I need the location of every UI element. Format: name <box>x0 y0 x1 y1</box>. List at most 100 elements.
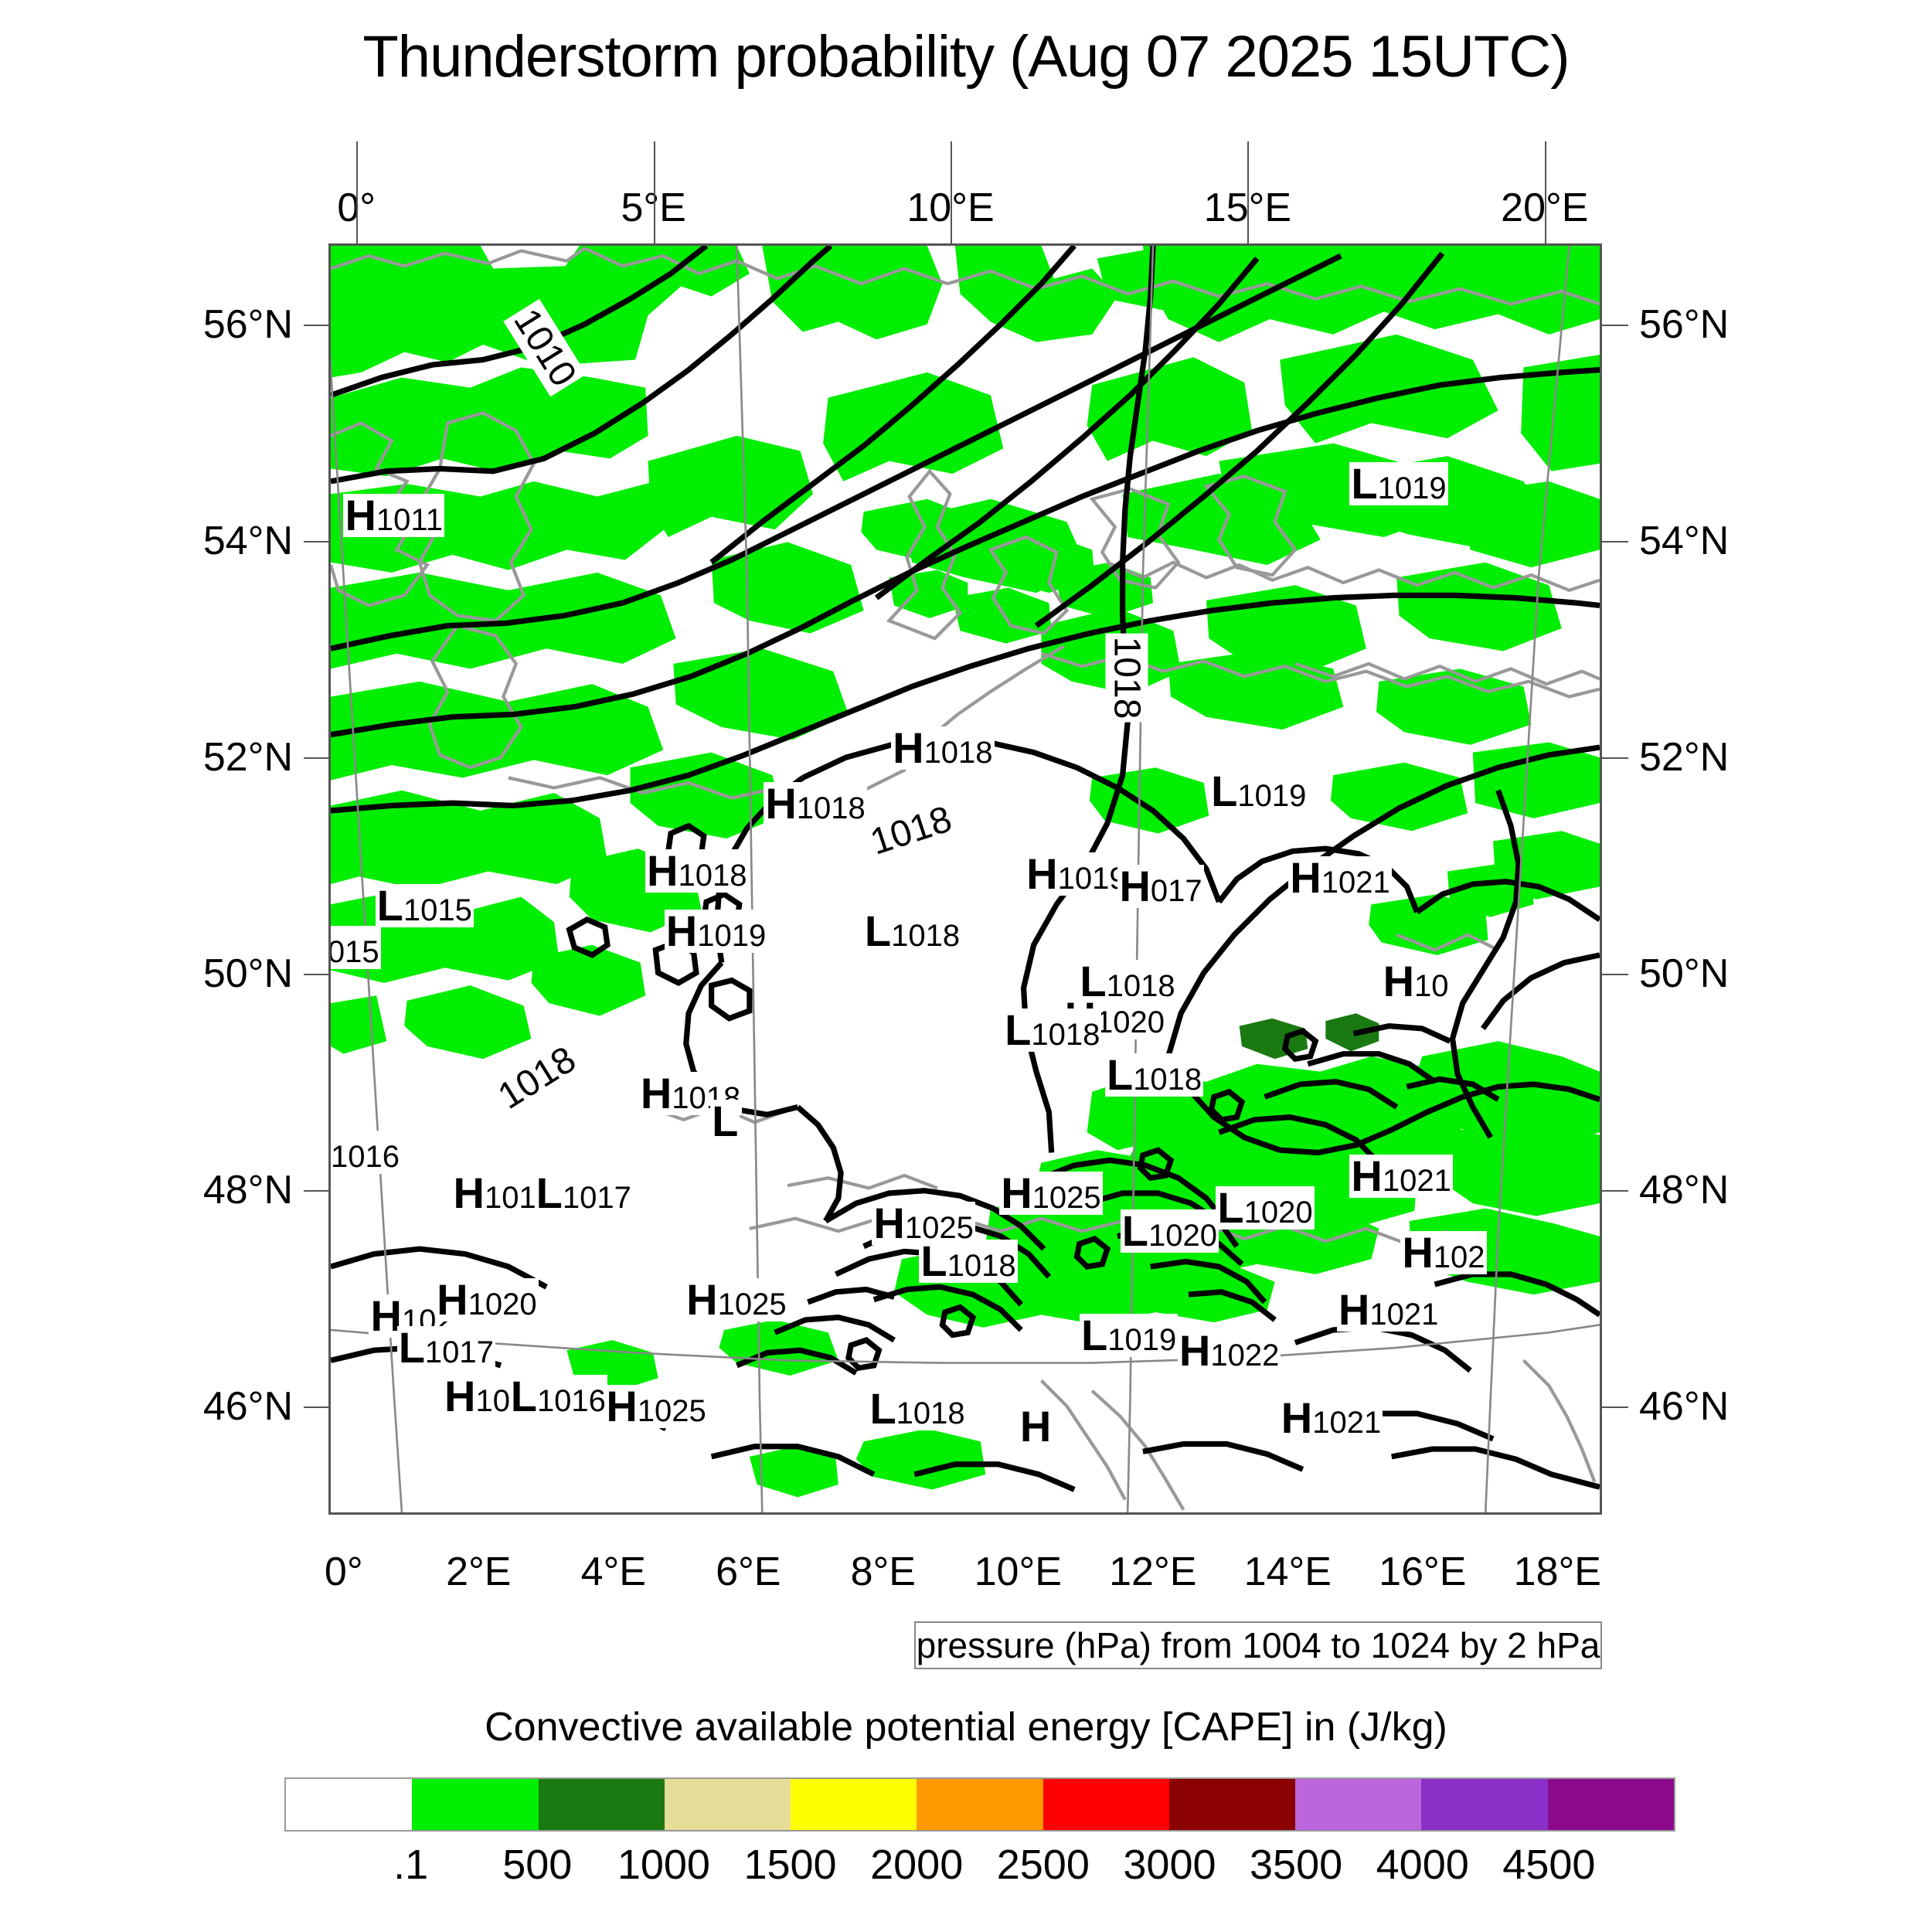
colorbar-swatch-10[interactable] <box>1547 1779 1674 1830</box>
right-axis-label: 46°N <box>1639 1384 1730 1430</box>
right-tick-line <box>1602 757 1628 760</box>
pressure-center-value: 1015 <box>403 893 472 927</box>
colorbar-labels: .1 500 1000 1500 2000 2500 3000 3500 4000 4500 <box>284 1841 1675 1895</box>
pressure-center-value: 1020 <box>1148 1218 1217 1253</box>
right-axis-label: 54°N <box>1639 519 1730 564</box>
colorbar-tick-label: 4500 <box>1502 1842 1596 1888</box>
colorbar-swatch-9[interactable] <box>1421 1779 1548 1830</box>
colorbar-swatch-7[interactable] <box>1168 1779 1296 1830</box>
pressure-center-h: H1021 <box>1288 855 1392 900</box>
colorbar-tick-label: 3000 <box>1123 1842 1216 1888</box>
pressure-center-value: 1021 <box>1369 1297 1439 1332</box>
pressure-center-type: H <box>1338 1284 1370 1334</box>
pressure-center-type: L <box>1211 766 1238 815</box>
pressure-center-type: H <box>665 906 698 955</box>
pressure-center-value: 1016 <box>536 1383 606 1418</box>
colorbar-tick-label: 1500 <box>743 1842 837 1888</box>
pressure-center-value: 1011 <box>376 502 443 537</box>
pressure-center-type: H <box>1351 1151 1383 1201</box>
pressure-center-l: L1018 <box>862 909 962 953</box>
pressure-center-value: 1018 <box>891 918 961 953</box>
colorbar-swatch-5[interactable] <box>917 1779 1043 1830</box>
pressure-center-value: 10 <box>1414 969 1449 1004</box>
pressure-center-h: H017 <box>1117 862 1204 911</box>
bottom-axis-label: 4°E <box>580 1549 646 1594</box>
pressure-center-type: L <box>536 1168 563 1217</box>
pressure-center-h: H1018 <box>764 779 867 828</box>
bottom-axis-label: 8°E <box>850 1549 916 1594</box>
pressure-center-type: L <box>1351 458 1378 508</box>
pressure-center-l: L1016 <box>330 1130 401 1174</box>
right-tick-line <box>1602 325 1628 327</box>
pressure-center-type: H <box>1179 1325 1211 1375</box>
pressure-center-l: L1019 <box>1080 1310 1179 1359</box>
colorbar-swatch-8[interactable] <box>1295 1779 1422 1830</box>
pressure-center-type: H <box>1026 849 1058 898</box>
left-axis-label: 50°N <box>202 951 293 997</box>
pressure-center-value: 1016 <box>330 1139 400 1174</box>
pressure-center-h: H1018 <box>891 723 995 772</box>
left-tick-line <box>304 974 328 976</box>
colorbar-swatch-3[interactable] <box>664 1779 791 1830</box>
pressure-center-type: L <box>712 1097 739 1146</box>
pressure-center-type: L <box>1081 1310 1108 1359</box>
pressure-center-h: H1025 <box>685 1277 788 1321</box>
pressure-center-type: L <box>1005 1005 1032 1054</box>
colorbar-swatch-2[interactable] <box>538 1779 665 1830</box>
pressure-center-value: 1019 <box>1377 471 1447 505</box>
pressure-center-type: H <box>437 1274 468 1324</box>
pressure-center-value: 1021 <box>1312 1405 1382 1440</box>
pressure-center-type: H <box>444 1371 476 1420</box>
bottom-axis-label: 16°E <box>1379 1549 1467 1594</box>
cape-shading <box>331 246 1600 1498</box>
bottom-axis-label: 2°E <box>446 1549 512 1594</box>
pressure-center-type: L <box>1106 1049 1134 1099</box>
pressure-center-value: 10 <box>475 1383 510 1418</box>
pressure-center-type: H <box>1119 862 1151 911</box>
colorbar[interactable] <box>284 1777 1675 1832</box>
pressure-center-type: H <box>893 723 924 772</box>
pressure-center-h: H1018 <box>645 849 749 893</box>
pressure-center-type: H <box>765 779 797 828</box>
pressure-center-value: 1018 <box>796 791 866 826</box>
pressure-legend-box: pressure (hPa) from 1004 to 1024 by 2 hP… <box>914 1621 1602 1669</box>
pressure-center-l: L1015 <box>331 926 381 970</box>
pressure-center-type: L <box>510 1371 537 1420</box>
pressure-center-value: 1025 <box>904 1211 974 1246</box>
pressure-center-value: 1018 <box>896 1396 965 1431</box>
pressure-center-h: H1025 <box>872 1202 975 1246</box>
page-title: Thunderstorm probability (Aug 07 2025 15… <box>362 24 1570 90</box>
pressure-center-value: 017 <box>1150 874 1202 909</box>
colorbar-swatch-0[interactable] <box>286 1779 413 1830</box>
pressure-center-value: 1021 <box>1321 865 1390 900</box>
right-tick-line <box>1602 1406 1628 1409</box>
pressure-center-type: H <box>606 1381 638 1430</box>
left-tick-line <box>304 757 328 760</box>
pressure-center-type: L <box>869 1384 896 1434</box>
weather-map[interactable]: H1011 H1018 H1018 H1018 H1019 L1018 H1019 H017 L… <box>203 141 1729 1594</box>
bottom-axis-label: 0° <box>324 1549 363 1594</box>
pressure-center-value: 1020 <box>1243 1196 1313 1230</box>
right-axis-label: 50°N <box>1639 951 1730 997</box>
pressure-center-type: L <box>1121 1206 1148 1255</box>
right-tick-line <box>1602 1190 1628 1192</box>
pressure-center-h: H1020 <box>435 1274 539 1324</box>
pressure-center-value: 1017 <box>424 1335 494 1370</box>
pressure-center-type: H <box>345 490 376 539</box>
pressure-center-value: 1019 <box>1057 861 1127 896</box>
colorbar-swatch-6[interactable] <box>1043 1779 1169 1830</box>
colorbar-swatch-1[interactable] <box>412 1779 539 1830</box>
pressure-center-l: L1018 <box>1104 1049 1204 1099</box>
colorbar-swatch-4[interactable] <box>791 1779 917 1830</box>
pressure-center-h: H1021 <box>1279 1396 1383 1440</box>
pressure-center-type: H <box>1001 1168 1032 1217</box>
pressure-center-h: H10 <box>443 1371 512 1420</box>
pressure-center-type: H <box>640 1069 672 1118</box>
colorbar-tick-label: 3500 <box>1250 1842 1343 1888</box>
left-tick-line <box>304 325 328 327</box>
pressure-center-l: L1017 <box>534 1171 633 1215</box>
left-tick-line <box>304 1406 328 1409</box>
pressure-center-value: 102 <box>1433 1240 1485 1274</box>
top-tick-line <box>1544 141 1546 243</box>
pressure-center-h: H1019 <box>664 909 768 953</box>
